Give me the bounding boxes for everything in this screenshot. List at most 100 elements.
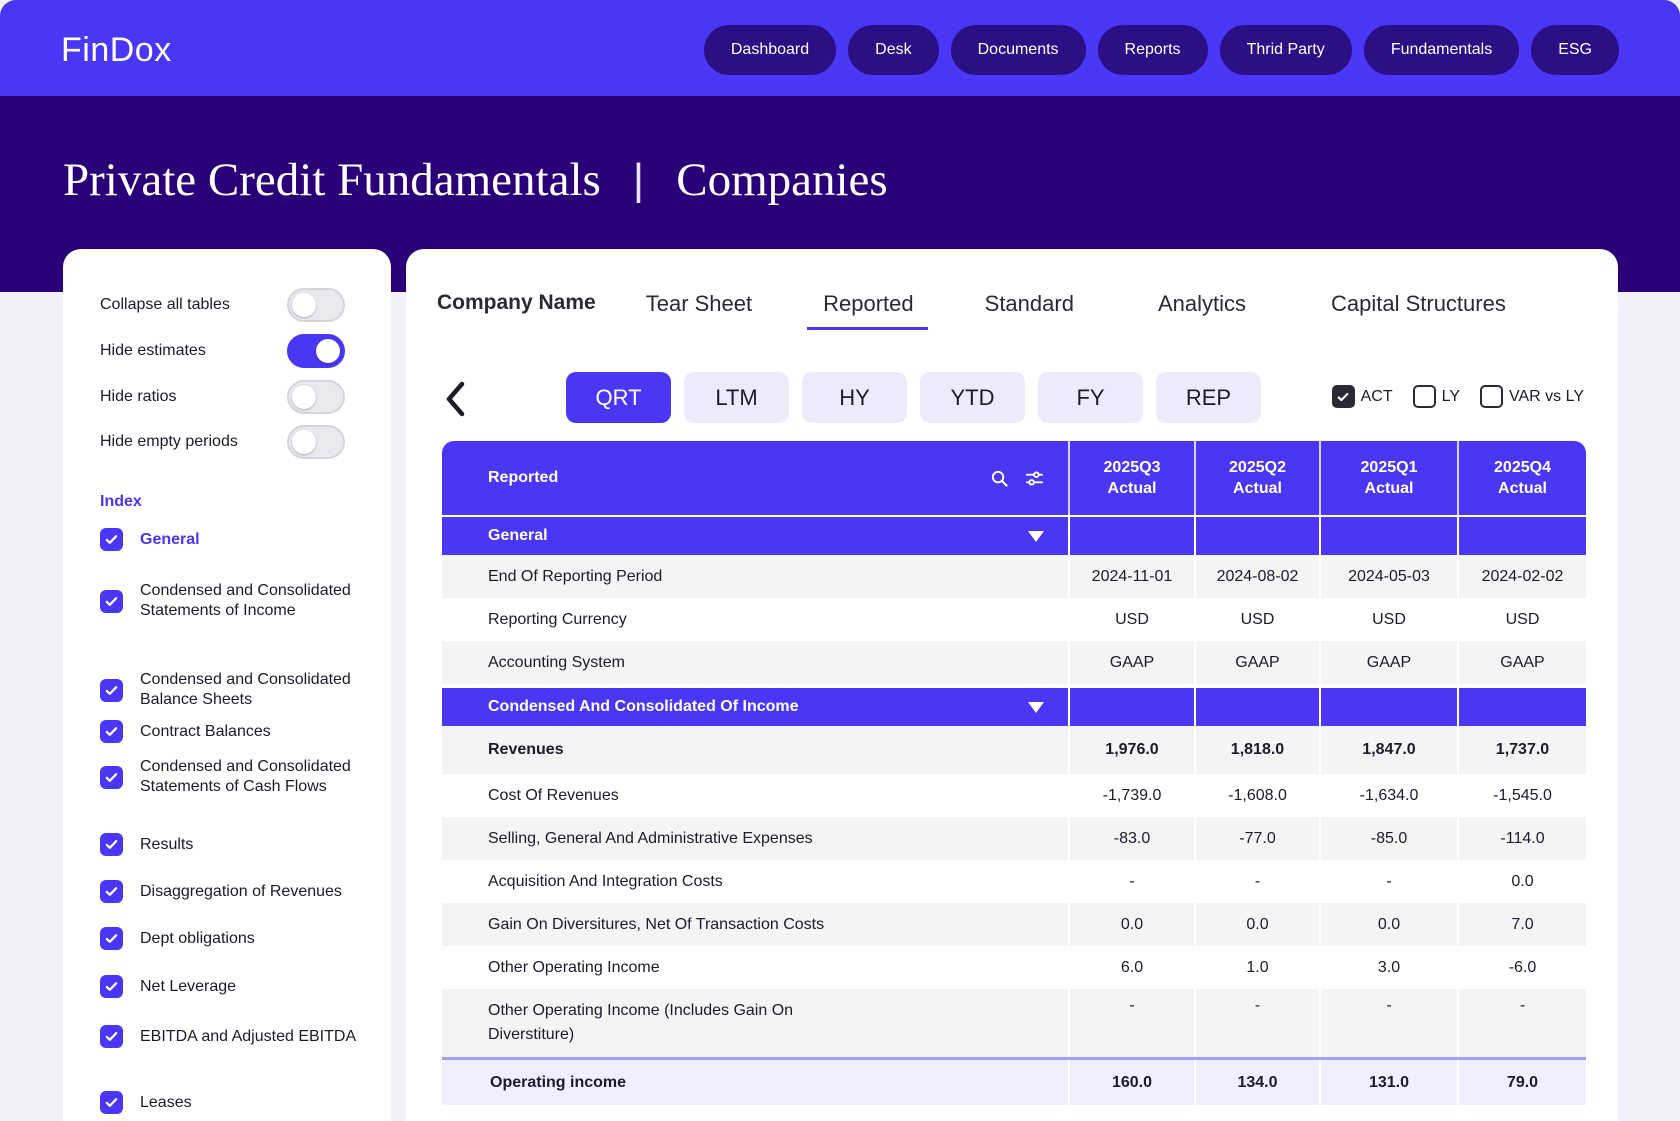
index-item-cash-flows[interactable]: Condensed and Consolidated Statements of…: [100, 757, 370, 797]
column-header[interactable]: 2025Q4 Actual: [1457, 441, 1586, 515]
checkbox-checked-icon[interactable]: [100, 720, 123, 743]
period-hy[interactable]: HY: [802, 372, 907, 423]
section-title: Condensed And Consolidated Of Income: [488, 698, 799, 715]
checkbox-checked-icon[interactable]: [100, 678, 123, 702]
search-icon[interactable]: [990, 469, 1009, 488]
column-period: 2025Q4: [1494, 459, 1551, 476]
tab-capital-structures[interactable]: Capital Structures: [1330, 291, 1506, 316]
table-title-cell: Reported: [442, 441, 1068, 515]
period-ytd[interactable]: YTD: [920, 372, 1025, 423]
cell-value: -: [1068, 860, 1194, 903]
cell-value: USD: [1068, 598, 1194, 641]
switch-knob: [292, 430, 316, 454]
collapse-all-switch[interactable]: [287, 288, 345, 322]
column-type: Actual: [1107, 480, 1157, 497]
column-header[interactable]: 2025Q2 Actual: [1194, 441, 1319, 515]
check-act[interactable]: ACT: [1331, 385, 1393, 408]
index-item-label: Net Leverage: [140, 977, 237, 995]
cell-value: -1,608.0: [1194, 774, 1319, 817]
checkbox-checked-icon[interactable]: [100, 880, 123, 903]
caret-down-icon[interactable]: [1028, 530, 1044, 542]
cell-value: -114.0: [1457, 817, 1586, 860]
chevron-left-icon[interactable]: [442, 379, 468, 419]
hide-estimates-switch[interactable]: [287, 334, 345, 368]
table-row: Other Operating Income 6.0 1.0 3.0 -6.0: [442, 946, 1586, 989]
cell-value: 2024-11-01: [1068, 555, 1194, 598]
page-title: Private Credit Fundamentals | Companies: [63, 153, 888, 207]
toggle-label: Hide empty periods: [100, 433, 238, 450]
nav-fundamentals[interactable]: Fundamentals: [1363, 25, 1520, 75]
column-period: 2025Q3: [1103, 459, 1161, 476]
checkbox-checked-icon[interactable]: [100, 975, 123, 998]
checkbox-empty-icon[interactable]: [1412, 385, 1436, 408]
caret-down-icon[interactable]: [1028, 701, 1044, 713]
nav-documents[interactable]: Documents: [950, 25, 1086, 75]
checkbox-checked-icon[interactable]: [1331, 385, 1355, 408]
column-header[interactable]: 2025Q1 Actual: [1319, 441, 1457, 515]
row-label: Accounting System: [488, 653, 625, 671]
cell-value: -: [1319, 860, 1457, 903]
column-type: Actual: [1498, 480, 1547, 497]
check-var-vs-ly[interactable]: VAR vs LY: [1480, 385, 1584, 408]
checkbox-checked-icon[interactable]: [100, 1091, 123, 1114]
row-label: End Of Reporting Period: [488, 567, 663, 585]
index-item-general[interactable]: General: [100, 528, 370, 551]
column-header[interactable]: 2025Q3 Actual: [1068, 441, 1194, 515]
checkbox-checked-icon[interactable]: [100, 528, 123, 551]
index-item-label: Condensed and Consolidated Statements of…: [140, 582, 351, 619]
table-row: Cost Of Revenues -1,739.0 -1,608.0 -1,63…: [442, 774, 1586, 817]
index-item-label: Results: [140, 835, 194, 853]
index-item-disaggregation[interactable]: Disaggregation of Revenues: [100, 880, 370, 903]
cell-value: 1,976.0: [1068, 726, 1194, 774]
table-row: Selling, General And Administrative Expe…: [442, 817, 1586, 860]
period-ltm[interactable]: LTM: [684, 372, 789, 423]
index-item-ebitda[interactable]: EBITDA and Adjusted EBITDA: [100, 1025, 370, 1048]
checkbox-checked-icon[interactable]: [100, 765, 123, 789]
section-title: General: [488, 527, 548, 544]
column-type: Actual: [1364, 480, 1414, 497]
nav-esg[interactable]: ESG: [1531, 25, 1619, 75]
tab-reported[interactable]: Reported: [807, 291, 928, 330]
nav-dashboard[interactable]: Dashboard: [703, 25, 837, 75]
switch-knob: [292, 293, 316, 317]
index-item-dept-obligations[interactable]: Dept obligations: [100, 927, 370, 950]
cell-value: 1,818.0: [1194, 726, 1319, 774]
checkbox-checked-icon[interactable]: [100, 1025, 123, 1048]
cell-value: 0.0: [1457, 860, 1586, 903]
row-label: Other Operating Income (Includes Gain On…: [488, 1002, 794, 1043]
checkbox-checked-icon[interactable]: [100, 589, 123, 613]
cell-value: -83.0: [1068, 817, 1194, 860]
app-logo[interactable]: FinDox: [61, 31, 172, 69]
filter-sliders-icon[interactable]: [1025, 469, 1044, 488]
index-item-income[interactable]: Condensed and Consolidated Statements of…: [100, 581, 370, 621]
index-item-net-leverage[interactable]: Net Leverage: [100, 975, 370, 998]
period-qrt[interactable]: QRT: [566, 372, 671, 423]
check-ly[interactable]: LY: [1412, 385, 1460, 408]
section-general[interactable]: General: [442, 515, 1586, 555]
index-item-balance-sheets[interactable]: Condensed and Consolidated Balance Sheet…: [100, 670, 370, 710]
tab-analytics[interactable]: Analytics: [1157, 291, 1246, 316]
checkbox-checked-icon[interactable]: [100, 833, 123, 856]
section-cell: [1319, 688, 1457, 726]
tab-standard[interactable]: Standard: [984, 291, 1074, 316]
cell-value: -: [1068, 989, 1194, 1057]
cell-value: 2024-08-02: [1194, 555, 1319, 598]
checkbox-checked-icon[interactable]: [100, 927, 123, 950]
period-fy[interactable]: FY: [1038, 372, 1143, 423]
nav-reports[interactable]: Reports: [1097, 25, 1208, 75]
hide-ratios-switch[interactable]: [287, 380, 345, 414]
row-label: Cost Of Revenues: [488, 786, 619, 804]
cell-value: GAAP: [1068, 641, 1194, 684]
hide-empty-periods-switch[interactable]: [287, 425, 345, 459]
checkbox-empty-icon[interactable]: [1480, 385, 1504, 408]
section-income[interactable]: Condensed And Consolidated Of Income: [442, 686, 1586, 726]
cell-value: 0.0: [1068, 903, 1194, 946]
tab-tear-sheet[interactable]: Tear Sheet: [645, 291, 753, 316]
index-item-results[interactable]: Results: [100, 833, 370, 856]
nav-desk[interactable]: Desk: [848, 25, 939, 75]
index-item-contract-balances[interactable]: Contract Balances: [100, 720, 370, 743]
period-rep[interactable]: REP: [1156, 372, 1261, 423]
index-item-leases[interactable]: Leases: [100, 1091, 370, 1114]
cell-value: USD: [1319, 598, 1457, 641]
nav-third-party[interactable]: Thrid Party: [1219, 25, 1352, 75]
